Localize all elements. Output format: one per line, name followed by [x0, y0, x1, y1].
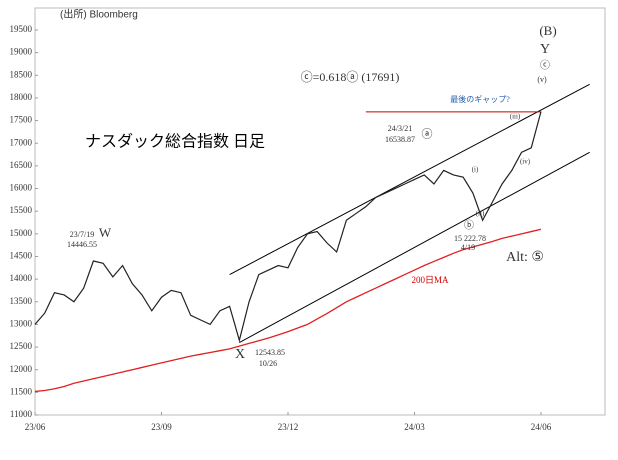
y-tick-label: 19500 [10, 24, 33, 34]
y-tick-label: 11000 [10, 409, 33, 419]
y-tick-label: 17500 [10, 115, 33, 125]
annotation: Y [540, 42, 550, 57]
annotation: ⓐ [422, 128, 433, 141]
trend-line [229, 83, 590, 276]
annotation: 15 222.78 [454, 234, 486, 243]
y-tick-label: 11500 [10, 386, 33, 396]
annotation: 14446.55 [67, 240, 97, 249]
trend-line [239, 151, 590, 343]
annotation: 24/3/21 [388, 124, 412, 133]
annotation: X [235, 347, 245, 362]
annotation: 最後のギャップ? [450, 94, 510, 104]
y-tick-label: 16000 [10, 183, 33, 193]
annotation: 16538.87 [385, 135, 415, 144]
source: (出所) Bloomberg [60, 8, 138, 21]
x-tick-label: 23/12 [278, 422, 299, 432]
annotation: ⓒ [540, 59, 550, 71]
annotation: (v) [537, 75, 547, 84]
y-tick-label: 15500 [10, 205, 33, 215]
y-tick-label: 17000 [10, 137, 33, 147]
y-tick-label: 14000 [10, 273, 33, 283]
y-tick-label: 13000 [10, 318, 33, 328]
annotation: (ii) [476, 210, 485, 218]
annotation: (i) [472, 166, 479, 174]
series-line [34, 228, 542, 393]
y-tick-label: 16500 [10, 160, 33, 170]
annotation: ⓑ [464, 219, 474, 231]
annotation: (iv) [520, 158, 531, 166]
annotation: 200日MA [411, 275, 449, 285]
y-tick-label: 18500 [10, 69, 33, 79]
annotation: (B) [539, 23, 556, 38]
y-tick-label: 19000 [10, 47, 33, 57]
annotation: 12543.85 [255, 348, 285, 357]
annotation: ⓒ=0.618ⓐ (17691) [301, 70, 400, 84]
series-line [34, 111, 542, 343]
y-tick-label: 15000 [10, 228, 33, 238]
x-tick-label: 24/03 [404, 422, 425, 432]
y-tick-label: 18000 [10, 92, 33, 102]
chart-title: ナスダック総合指数 日足 [85, 133, 265, 151]
y-tick-label: 13500 [10, 296, 33, 306]
y-tick-label: 12000 [10, 364, 33, 374]
y-tick-label: 12500 [10, 341, 33, 351]
annotation: 23/7/19 [70, 230, 94, 239]
x-tick-label: 24/06 [531, 422, 552, 432]
x-tick-label: 23/06 [25, 422, 46, 432]
annotation: Alt: ⑤ [506, 250, 544, 265]
y-tick-label: 14500 [10, 251, 33, 261]
annotation: 10/26 [259, 359, 277, 368]
x-tick-label: 23/09 [151, 422, 172, 432]
annotation: 4/19 [461, 243, 475, 252]
annotation: (iii) [510, 113, 521, 121]
annotation: W [99, 225, 112, 240]
